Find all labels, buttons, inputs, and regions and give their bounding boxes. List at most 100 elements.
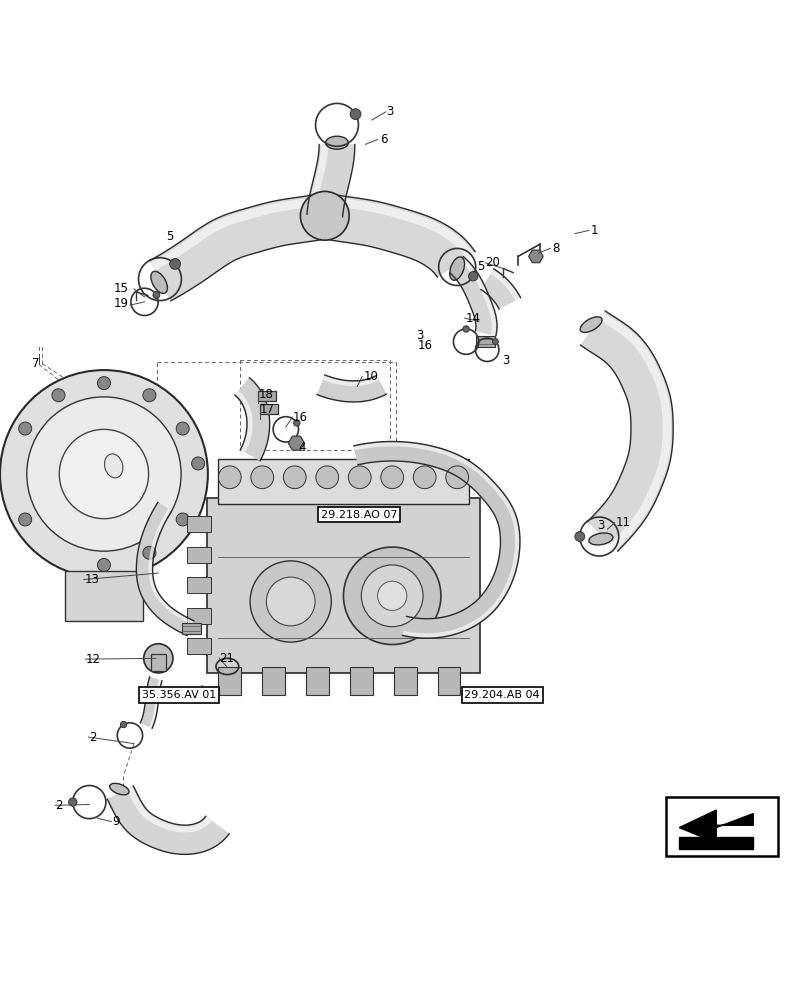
Circle shape (19, 422, 32, 435)
Circle shape (120, 721, 127, 728)
Polygon shape (459, 257, 496, 336)
Circle shape (266, 577, 315, 626)
Text: 19: 19 (114, 297, 128, 310)
Text: 2: 2 (89, 731, 97, 744)
Circle shape (191, 457, 204, 470)
Bar (187, 577, 211, 593)
Circle shape (176, 422, 189, 435)
Polygon shape (490, 270, 519, 301)
Circle shape (59, 429, 148, 519)
Text: 3: 3 (386, 105, 393, 118)
Circle shape (468, 272, 477, 281)
Text: 20: 20 (485, 256, 500, 269)
Circle shape (169, 259, 180, 269)
Polygon shape (136, 502, 194, 636)
Bar (475, 336, 495, 347)
Polygon shape (354, 442, 518, 637)
Polygon shape (127, 786, 212, 832)
Polygon shape (353, 441, 519, 638)
Polygon shape (322, 376, 379, 386)
Text: 5: 5 (477, 260, 484, 273)
Ellipse shape (325, 136, 348, 149)
Circle shape (52, 389, 65, 402)
Text: 16: 16 (292, 411, 307, 424)
Polygon shape (327, 196, 473, 258)
Text: 17: 17 (260, 403, 274, 416)
Text: 2: 2 (55, 799, 62, 812)
Circle shape (144, 644, 173, 673)
Circle shape (143, 389, 156, 402)
Polygon shape (149, 194, 329, 301)
Polygon shape (148, 509, 194, 625)
Circle shape (348, 466, 371, 489)
Ellipse shape (109, 783, 129, 795)
Bar (182, 623, 201, 634)
Bar (262, 667, 285, 695)
FancyBboxPatch shape (207, 498, 479, 673)
Circle shape (445, 466, 468, 489)
Bar (437, 667, 460, 695)
Text: 3: 3 (597, 519, 604, 532)
Polygon shape (320, 194, 474, 277)
Text: 6: 6 (380, 133, 387, 146)
Circle shape (251, 466, 273, 489)
Bar (187, 608, 211, 624)
Ellipse shape (588, 533, 612, 545)
Polygon shape (449, 256, 496, 336)
Bar (187, 638, 211, 654)
Circle shape (19, 513, 32, 526)
Circle shape (343, 547, 440, 645)
Circle shape (0, 370, 208, 578)
Polygon shape (679, 837, 753, 849)
Circle shape (97, 377, 110, 390)
Text: 9: 9 (112, 815, 119, 828)
Ellipse shape (580, 317, 601, 332)
Circle shape (462, 326, 469, 332)
Text: 12: 12 (86, 653, 101, 666)
Polygon shape (235, 391, 252, 453)
Polygon shape (107, 786, 229, 854)
Text: 21: 21 (219, 652, 234, 665)
Text: 29.218.AO 07: 29.218.AO 07 (320, 510, 397, 520)
Text: 3: 3 (501, 354, 508, 367)
Bar (306, 667, 328, 695)
Text: 35.356.AV 01: 35.356.AV 01 (142, 690, 216, 700)
Polygon shape (288, 436, 304, 450)
Polygon shape (580, 311, 672, 551)
Bar (258, 391, 276, 401)
Circle shape (143, 546, 156, 559)
Circle shape (380, 466, 403, 489)
Text: 4: 4 (298, 441, 306, 454)
Circle shape (350, 109, 360, 119)
Text: 16: 16 (417, 339, 431, 352)
Bar (187, 547, 211, 563)
Bar (151, 654, 165, 671)
Circle shape (377, 581, 406, 610)
Circle shape (152, 292, 160, 298)
Bar (217, 459, 469, 504)
Polygon shape (679, 810, 753, 843)
Circle shape (300, 191, 349, 240)
Text: 1: 1 (590, 224, 598, 237)
Bar (393, 667, 416, 695)
Text: 7: 7 (32, 357, 40, 370)
Text: 11: 11 (615, 516, 629, 529)
Polygon shape (140, 677, 162, 728)
Ellipse shape (151, 271, 167, 293)
Polygon shape (150, 196, 322, 271)
Circle shape (492, 339, 498, 344)
Text: 10: 10 (363, 370, 378, 383)
Text: 8: 8 (551, 242, 559, 255)
Text: 3: 3 (415, 329, 423, 342)
Polygon shape (316, 375, 386, 402)
Polygon shape (528, 250, 543, 263)
Circle shape (97, 558, 110, 571)
Polygon shape (599, 312, 670, 550)
Polygon shape (308, 144, 328, 215)
FancyBboxPatch shape (65, 571, 143, 621)
Polygon shape (234, 378, 269, 461)
Ellipse shape (449, 257, 464, 280)
Circle shape (68, 798, 77, 806)
Text: 13: 13 (84, 573, 99, 586)
Circle shape (315, 466, 338, 489)
